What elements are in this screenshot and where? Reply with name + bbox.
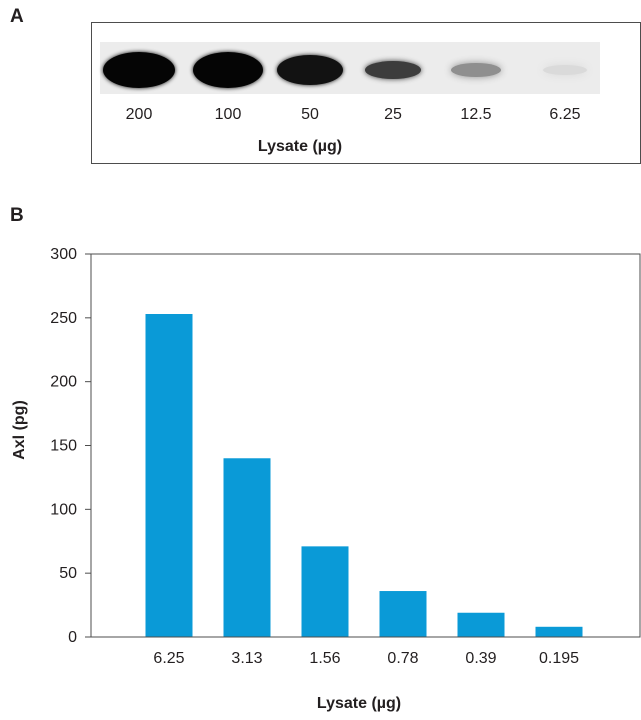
- y-tick-label: 0: [68, 629, 77, 646]
- blot-band: [365, 61, 421, 79]
- bar: [301, 546, 349, 637]
- y-tick-label: 100: [50, 501, 77, 518]
- panel-a-label: A: [10, 6, 24, 27]
- x-axis-label: Lysate (µg): [316, 695, 402, 712]
- y-tick-label: 150: [50, 438, 77, 455]
- blot-band: [543, 65, 587, 75]
- blot-band: [451, 63, 501, 77]
- y-tick-label: 300: [50, 246, 77, 263]
- x-tick-label: 6.25: [153, 650, 184, 667]
- x-tick-label: 1.56: [309, 650, 340, 667]
- blot-image: [100, 42, 600, 94]
- blot-lane-label: 12.5: [460, 106, 492, 123]
- blot-lane-label: 25: [384, 106, 402, 123]
- blot-band: [193, 52, 263, 88]
- panel-b-label: B: [10, 205, 24, 226]
- bar: [223, 458, 271, 637]
- y-tick-label: 200: [50, 374, 77, 391]
- blot-lane-label: 200: [125, 106, 153, 123]
- y-tick-label: 250: [50, 310, 77, 327]
- bar: [457, 612, 505, 637]
- y-axis-label: Axl (pg): [11, 400, 28, 460]
- y-tick-label: 50: [59, 565, 77, 582]
- blot-lane-label: 100: [214, 106, 242, 123]
- blot-band: [277, 55, 343, 85]
- blot-band: [103, 52, 175, 88]
- bar-chart: 0 50 100 150 200 250 300 6.25 3.13 1.56 0.78 0.39 0.…: [50, 246, 641, 667]
- x-tick-label: 3.13: [231, 650, 262, 667]
- blot-lane-label: 50: [301, 106, 319, 123]
- bar: [145, 314, 193, 637]
- bar: [379, 591, 427, 637]
- blot-x-axis-label: Lysate (µg): [257, 138, 343, 155]
- x-tick-label: 0.195: [539, 650, 579, 667]
- bar: [535, 626, 583, 637]
- x-tick-label: 0.78: [387, 650, 418, 667]
- x-tick-label: 0.39: [465, 650, 496, 667]
- blot-lane-label: 6.25: [549, 106, 581, 123]
